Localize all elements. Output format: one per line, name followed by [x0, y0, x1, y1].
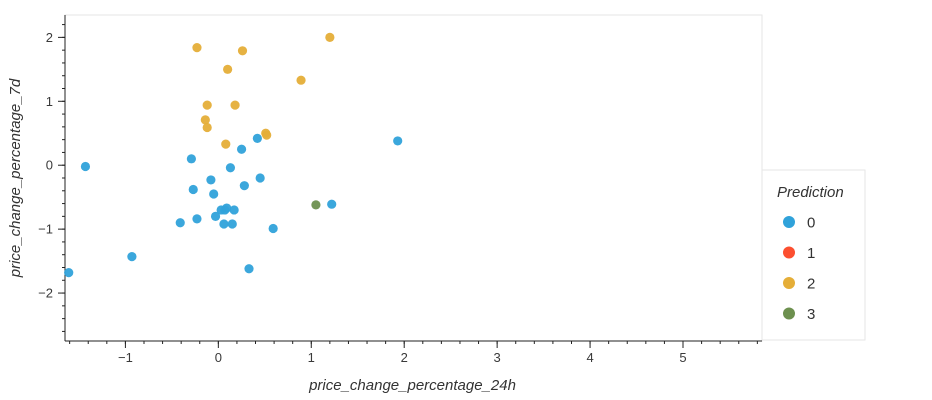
legend-swatch-3	[783, 307, 795, 320]
data-point-series-0	[255, 173, 265, 183]
data-point-series-0	[175, 218, 185, 228]
x-tick-label: 5	[679, 350, 686, 365]
data-point-series-0	[80, 161, 91, 172]
data-point-series-2	[237, 46, 248, 56]
data-point-series-2	[325, 32, 335, 42]
y-tick-label: 0	[46, 158, 53, 173]
x-tick-label: 3	[494, 350, 501, 365]
data-point-series-2	[223, 64, 233, 74]
data-point-series-0	[327, 199, 337, 209]
legend-title: Prediction	[777, 184, 844, 201]
data-point-series-2	[262, 130, 272, 140]
data-point-series-2	[192, 43, 202, 53]
y-tick-label: 1	[46, 94, 53, 109]
data-point-series-0	[222, 203, 232, 213]
x-axis-title: price_change_percentage_24h	[308, 377, 516, 394]
y-tick-label: 2	[46, 30, 53, 45]
legend-label-2: 2	[807, 276, 815, 293]
x-tick-label: 4	[586, 350, 593, 365]
x-tick-label: 1	[308, 350, 315, 365]
data-point-series-0	[227, 219, 237, 229]
data-point-series-2	[230, 100, 240, 110]
data-point-series-2	[296, 75, 306, 85]
x-tick-label: 2	[401, 350, 408, 365]
y-axis-title: price_change_percentage_7d	[7, 78, 24, 278]
data-point-series-2	[221, 139, 231, 149]
data-point-series-0	[393, 136, 403, 146]
plot-area	[64, 14, 763, 342]
data-point-series-3	[311, 200, 321, 210]
y-tick-label: −1	[38, 222, 53, 237]
data-points	[64, 32, 403, 278]
data-point-series-0	[206, 175, 216, 185]
data-point-series-0	[225, 163, 236, 173]
data-point-series-2	[202, 100, 212, 110]
y-tick-label: −2	[38, 286, 53, 301]
data-point-series-0	[236, 144, 247, 154]
legend-swatch-0	[783, 216, 795, 228]
legend-swatch-1	[783, 246, 795, 259]
data-point-series-0	[229, 205, 239, 215]
data-point-series-0	[64, 268, 74, 278]
data-point-series-0	[127, 252, 137, 262]
data-point-series-0	[244, 264, 254, 274]
data-point-series-0	[188, 184, 198, 195]
data-point-series-0	[209, 189, 219, 199]
data-point-series-0	[252, 133, 262, 143]
data-point-series-0	[268, 223, 278, 234]
legend-label-0: 0	[807, 215, 815, 232]
legend-box	[761, 169, 866, 341]
legend-label-3: 3	[807, 306, 815, 323]
data-point-series-0	[192, 214, 202, 224]
x-tick-label: 0	[215, 350, 222, 365]
legend: Prediction 0 1 2 3	[761, 169, 866, 341]
data-point-series-0	[219, 219, 229, 229]
x-tick-label: −1	[118, 350, 133, 365]
data-point-series-2	[202, 122, 212, 133]
data-point-series-2	[200, 115, 210, 125]
data-point-series-0	[239, 181, 249, 191]
legend-swatch-2	[783, 277, 795, 289]
axes: −1 0 1 2 3 4 5 −2 −1 0 1 2	[38, 15, 762, 365]
data-point-series-0	[210, 211, 221, 221]
data-point-series-0	[186, 154, 196, 164]
legend-label-1: 1	[807, 245, 815, 262]
